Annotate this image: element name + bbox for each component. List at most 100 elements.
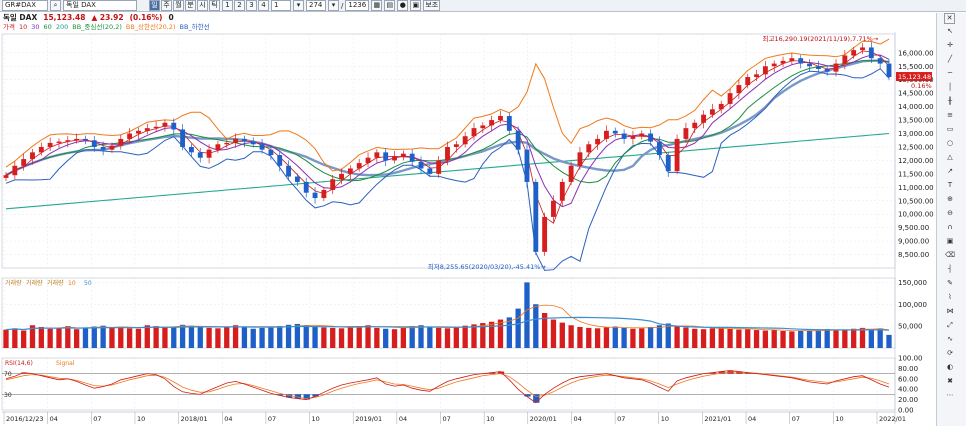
zoom-in-icon[interactable]: ⊕ <box>947 195 953 203</box>
volume-bar <box>82 327 89 348</box>
zoom-out-icon[interactable]: ⊖ <box>947 209 953 217</box>
number-tab[interactable]: 3 <box>246 0 257 11</box>
number-tab[interactable]: 4 <box>258 0 269 11</box>
candle <box>47 142 53 147</box>
volume-bar <box>224 326 230 348</box>
y-tick-label: 0.00 <box>898 407 914 415</box>
y-tick-label: 40.00 <box>898 386 918 394</box>
more-icon[interactable]: ⋯ <box>946 391 954 399</box>
period-tab[interactable]: 틱 <box>209 0 220 11</box>
candle <box>462 136 468 145</box>
legend-item[interactable]: 10 <box>18 23 28 31</box>
delete-icon[interactable]: ✖ <box>947 377 953 385</box>
triangle-icon[interactable]: △ <box>947 153 953 161</box>
wave-icon[interactable]: ∿ <box>947 335 953 343</box>
candle <box>674 138 680 172</box>
candle <box>224 142 230 145</box>
text-tool-icon[interactable]: T <box>947 181 953 189</box>
period-tab[interactable]: 시 <box>197 0 208 11</box>
fibonacci-icon[interactable]: ≡ <box>947 111 953 119</box>
volume-bar <box>400 327 407 348</box>
pencil-icon[interactable]: ✎ <box>947 279 953 287</box>
x-tick-label: 07 <box>792 415 800 423</box>
x-tick-label: 07 <box>268 415 276 423</box>
period-tab[interactable]: 분 <box>185 0 196 11</box>
magnet-icon[interactable]: ∩ <box>947 223 953 231</box>
candle <box>551 200 556 217</box>
y-tick-label: 11,500.00 <box>898 170 934 178</box>
trend-icon[interactable]: ⤢ <box>947 321 953 329</box>
cursor-icon[interactable]: ↖ <box>947 27 953 35</box>
line-tool-icon[interactable]: ╱ <box>947 55 953 63</box>
period-tab[interactable]: 월 <box>173 0 184 11</box>
candle <box>294 176 300 182</box>
candle <box>886 63 892 78</box>
search-icon[interactable]: ⌕ <box>50 0 61 11</box>
close-icon[interactable]: ✕ <box>944 13 955 24</box>
legend-item[interactable]: BB_중심선(20,2) <box>72 23 122 31</box>
candle <box>109 145 115 150</box>
candle <box>515 130 521 150</box>
table-icon[interactable]: ▤ <box>384 0 396 11</box>
candle <box>171 122 177 130</box>
number-tab[interactable]: 2 <box>234 0 245 11</box>
arrow-icon[interactable]: ↗ <box>947 167 953 175</box>
x-tick-label: 2016/12/23 <box>6 415 43 423</box>
candle <box>533 181 539 252</box>
settings-icon[interactable]: ● <box>397 0 409 11</box>
count-input[interactable]: 1 <box>271 0 291 11</box>
candle <box>877 58 883 64</box>
brush-icon[interactable]: ⌇ <box>948 293 952 301</box>
volume-bar <box>815 330 822 348</box>
chevron-down-icon[interactable]: ▾ <box>293 0 304 11</box>
total-field: 1236 <box>345 0 370 11</box>
pattern-icon[interactable]: ⋈ <box>946 307 954 315</box>
candle <box>683 128 689 139</box>
x-tick-label: 04 <box>399 415 407 423</box>
volume-bar <box>753 330 760 348</box>
view-button[interactable]: 보조 <box>423 0 441 11</box>
legend-item[interactable]: 30 <box>31 23 40 31</box>
y-tick-label: 14,500.00 <box>898 90 934 98</box>
y-tick-label: 60.00 <box>898 375 918 383</box>
code-input[interactable]: GR#DAX <box>2 0 48 11</box>
rsi-oversold-fill <box>285 394 293 398</box>
slash-separator: / <box>341 1 344 10</box>
period-tab[interactable]: 주 <box>161 0 172 11</box>
candle <box>701 114 707 123</box>
volume-bar <box>524 282 530 348</box>
ruler-icon[interactable]: ┤ <box>947 265 953 273</box>
candle <box>648 133 654 142</box>
volume-bar <box>65 326 71 348</box>
channel-icon[interactable]: ╫ <box>947 97 953 105</box>
legend-item[interactable]: 가격 <box>3 23 15 31</box>
chart-area[interactable]: 16,000.0015,500.0015,000.0014,500.0014,0… <box>0 32 936 426</box>
legend-item[interactable]: 200 <box>55 23 69 31</box>
candle <box>56 141 62 143</box>
number-tab[interactable]: 1 <box>222 0 233 11</box>
period-tab[interactable]: 일 <box>149 0 160 11</box>
cycle-icon[interactable]: ⟳ <box>947 349 953 357</box>
legend-item[interactable]: 60 <box>43 23 52 31</box>
horizontal-line-icon[interactable]: ─ <box>947 69 953 77</box>
volume-bar <box>29 325 36 348</box>
lock-icon[interactable]: ▣ <box>946 237 954 245</box>
chevron-down-icon[interactable]: ▾ <box>328 0 339 11</box>
vertical-line-icon[interactable]: │ <box>947 83 953 91</box>
bars-input[interactable]: 274 <box>306 0 326 11</box>
circle-icon[interactable]: ○ <box>946 139 954 147</box>
crosshair-icon[interactable]: ✛ <box>947 41 953 49</box>
candle <box>727 93 733 104</box>
legend-item[interactable]: BB_상한선(20,2) <box>125 23 176 31</box>
grid-icon[interactable]: ▦ <box>371 0 383 11</box>
candle <box>215 144 221 150</box>
volume-bar <box>559 322 565 348</box>
legend-item[interactable]: BB_하한선 <box>179 23 210 31</box>
refresh-icon[interactable]: ▣ <box>410 0 422 11</box>
candle <box>453 144 459 147</box>
volume-bar <box>621 327 627 348</box>
volume-bar <box>868 329 874 348</box>
palette-icon[interactable]: ◐ <box>946 363 954 371</box>
rectangle-icon[interactable]: ▭ <box>946 125 954 133</box>
eraser-icon[interactable]: ⌫ <box>945 251 955 259</box>
